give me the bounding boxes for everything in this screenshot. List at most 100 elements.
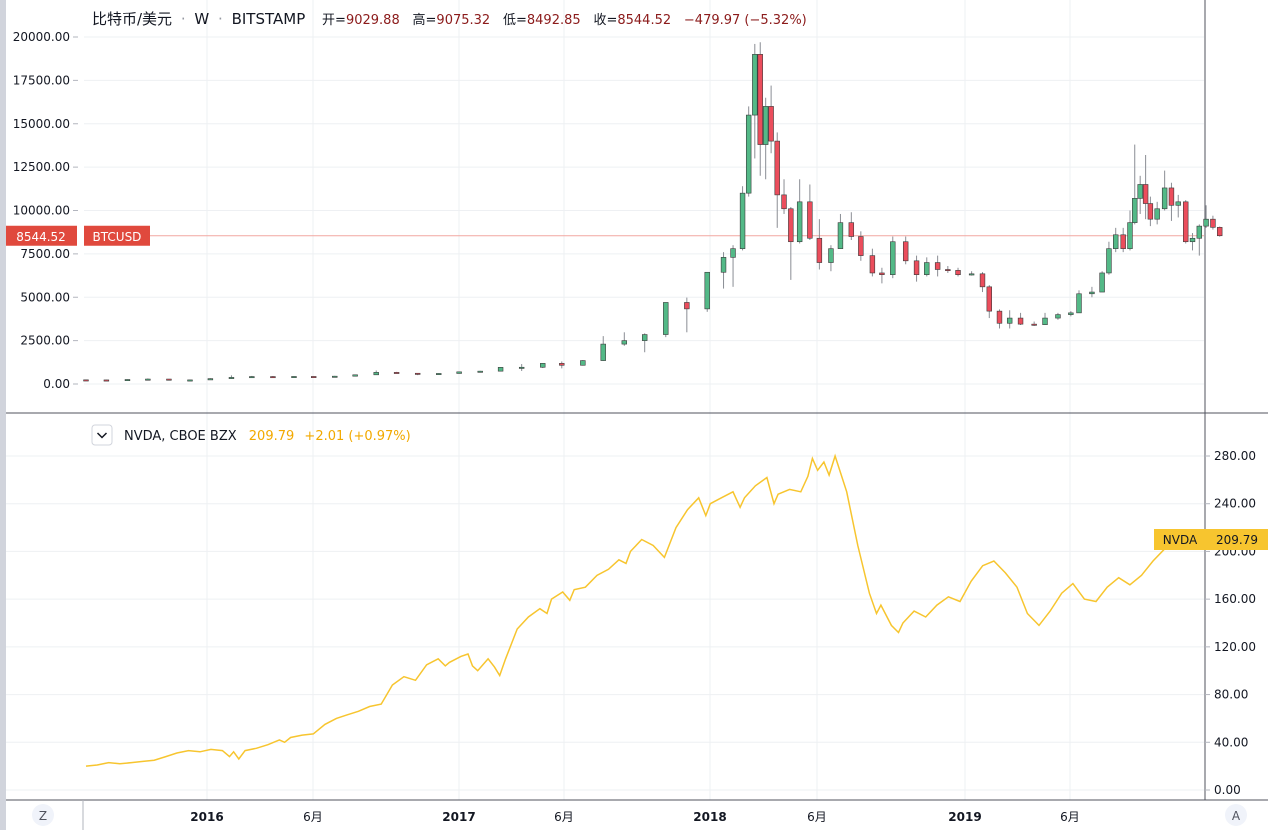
btc-legend[interactable]: 比特币/美元 · W · BITSTAMP 开=9029.88 高=9075.3… (92, 10, 807, 28)
btc-candle (762, 97, 769, 180)
candle-body (291, 376, 297, 378)
btc-candle (788, 207, 794, 280)
btc-y-tick-label: 0.00 (43, 377, 70, 391)
nvda-series[interactable] (85, 453, 1176, 767)
btc-price-axis[interactable]: 20000.00 17500.00 15000.00 12500.00 10000.00… (13, 30, 78, 391)
candle-body (781, 194, 787, 210)
ohlc-high-label: 高 (413, 12, 426, 28)
btc-candle (436, 373, 442, 375)
candle-body (540, 363, 546, 368)
btc-candle (1120, 227, 1126, 253)
btc-candle (352, 374, 358, 377)
candle-body (704, 271, 710, 310)
btc-candle (414, 372, 421, 376)
candle-body (774, 140, 780, 196)
candle-body (145, 378, 151, 381)
candle-body (207, 378, 214, 381)
btc-candle (580, 360, 586, 366)
candle-body (124, 379, 131, 381)
candle-body (83, 379, 89, 382)
candle-body (1055, 314, 1061, 319)
btc-candle (310, 376, 317, 378)
btc-candle (270, 376, 276, 379)
chevron-down-icon (96, 432, 108, 439)
btc-candle (979, 272, 986, 293)
btc-candle (879, 267, 885, 284)
btc-candle (796, 179, 803, 244)
btc-candle (1203, 205, 1209, 228)
btc-candle (477, 370, 483, 373)
btc-y-tick-label: 17500.00 (13, 73, 70, 87)
candle-body (249, 376, 255, 379)
btc-candle (249, 375, 255, 379)
candle-body (762, 106, 769, 145)
candle-body (559, 363, 565, 366)
btc-candle (641, 333, 648, 353)
btc-candle (1175, 194, 1181, 218)
nvda-y-tick-label: 240.00 (1214, 497, 1256, 511)
btc-candle (1127, 210, 1133, 251)
btc-exchange: BITSTAMP (232, 10, 306, 28)
candle-body (837, 222, 844, 249)
candle-body (986, 286, 992, 312)
candle-body (796, 201, 803, 243)
btc-candle (720, 252, 727, 289)
btc-y-tick-label: 12500.00 (13, 160, 70, 174)
btc-candle (1017, 312, 1024, 326)
btc-candle (1089, 286, 1095, 298)
btc-change: −479.97 (−5.32%) (684, 13, 807, 28)
time-axis-label: 2018 (693, 810, 726, 824)
nvda-legend[interactable]: NVDA, CBOE BZX 209.79 +2.01 (+0.97%) (91, 424, 411, 446)
btc-candle (1099, 271, 1105, 293)
candle-body (1142, 184, 1149, 204)
nvda-y-tick-label: 280.00 (1214, 449, 1256, 463)
candle-body (456, 371, 462, 374)
btc-candle (828, 245, 834, 272)
candle-body (580, 360, 586, 366)
candle-body (1154, 208, 1160, 220)
btc-candle (373, 370, 379, 376)
nvda-last-price-tag: NVDA 209.79 (1154, 529, 1268, 550)
btc-candle (1196, 224, 1203, 256)
ohlc-low-value: 8492.85 (527, 13, 581, 28)
btc-candle (83, 379, 89, 382)
nvda-y-tick-label: 120.00 (1214, 640, 1256, 654)
btc-candle (663, 302, 669, 338)
btc-candle (704, 271, 710, 312)
candle-body (1068, 312, 1074, 315)
candle-body (1210, 218, 1216, 228)
collapse-button[interactable] (91, 424, 113, 446)
btc-candle (103, 379, 110, 382)
nvda-y-tick-label: 0.00 (1214, 783, 1241, 797)
candle-body (1076, 293, 1082, 314)
timezone-button[interactable]: Z (32, 804, 54, 826)
btc-candles[interactable] (83, 42, 1223, 382)
btc-candle (752, 43, 758, 159)
btc-candle (858, 231, 864, 261)
btc-candle (774, 132, 780, 228)
corner-right-label: A (1232, 809, 1241, 823)
candle-body (663, 302, 669, 335)
candle-body (924, 262, 930, 275)
nvda-symbol-name: NVDA, CBOE BZX (124, 429, 237, 444)
btc-interval: W (194, 10, 209, 28)
auto-scale-button[interactable]: A (1225, 804, 1247, 826)
candle-body (1089, 291, 1095, 295)
candle-body (1106, 248, 1112, 274)
btc-candle (393, 371, 400, 374)
candle-body (720, 257, 727, 273)
candle-body (1189, 237, 1196, 243)
time-axis-label: 6月 (303, 810, 323, 824)
candle-body (187, 379, 193, 382)
time-axis[interactable]: 2016 6月 2017 6月 2018 6月 2019 6月 (190, 810, 1080, 824)
candle-body (436, 373, 442, 375)
candle-body (858, 236, 864, 256)
btc-candle (768, 85, 774, 154)
nvda-last-value: 209.79 (249, 429, 295, 444)
candle-body (913, 260, 920, 275)
candle-body (739, 192, 746, 249)
btc-symbol-name: 比特币/美元 (92, 10, 172, 28)
btc-candle (968, 271, 975, 276)
candle-body (641, 334, 648, 341)
